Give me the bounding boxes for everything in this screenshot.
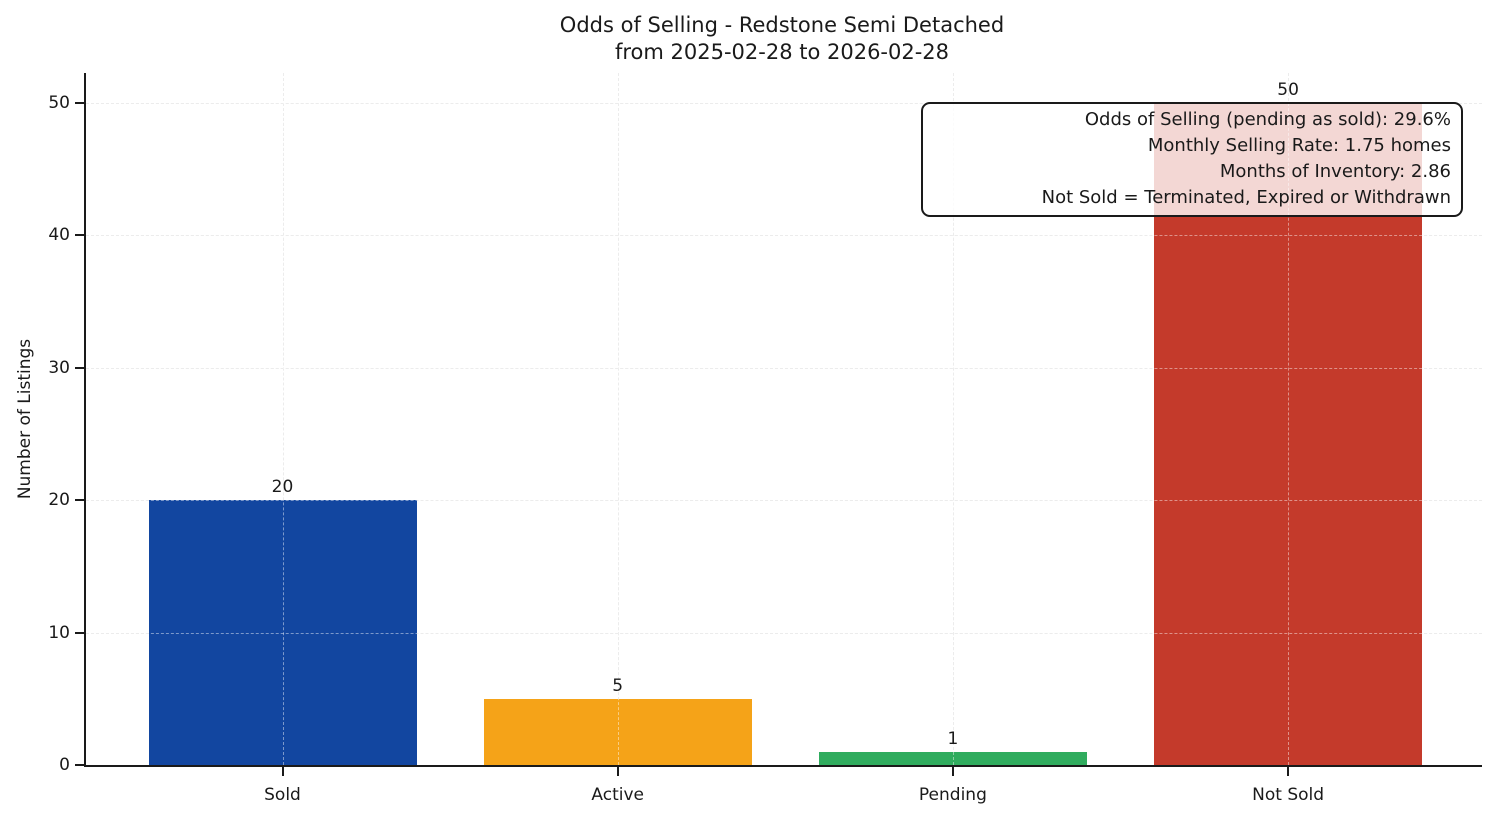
bar-value-label-active: 5 xyxy=(612,675,624,696)
annotation-line-3: Months of Inventory: 2.86 xyxy=(1219,161,1451,182)
x-tick-mark-not-sold xyxy=(1287,767,1290,776)
y-tick-label-10: 10 xyxy=(48,622,70,643)
y-tick-label-0: 0 xyxy=(59,755,70,775)
bar-value-label-not-sold: 50 xyxy=(1277,80,1299,101)
x-tick-mark-pending xyxy=(951,767,954,776)
x-tick-label-sold: Sold xyxy=(264,785,301,805)
plot-area: 0 10 20 30 40 50 20 Sold 5 Active 1 Pending 50 Not So… xyxy=(48,73,1482,805)
bar-value-label-pending: 1 xyxy=(947,728,959,749)
x-tick-mark-active xyxy=(616,767,619,776)
y-tick-label-40: 40 xyxy=(48,225,70,246)
y-tick-label-20: 20 xyxy=(48,490,70,511)
y-tick-mark-40 xyxy=(75,234,84,237)
y-tick-label-30: 30 xyxy=(48,357,70,378)
y-tick-mark-50 xyxy=(75,102,84,105)
y-tick-mark-20 xyxy=(75,499,84,502)
y-tick-mark-30 xyxy=(75,366,84,369)
x-tick-label-pending: Pending xyxy=(918,785,987,805)
y-tick-mark-0 xyxy=(75,764,84,766)
x-tick-label-active: Active xyxy=(591,785,644,805)
annotation-line-2: Monthly Selling Rate: 1.75 homes xyxy=(1147,135,1451,156)
axis-ticks-and-labels: 0 10 20 30 40 50 20 Sold 5 Active 1 Pending 50 Not So… xyxy=(48,73,1482,805)
annotation-line-4: Not Sold = Terminated, Expired or Withdr… xyxy=(1041,187,1451,208)
bar-value-label-sold: 20 xyxy=(271,477,294,498)
chart-title-line1: Odds of Selling - Redstone Semi Detached xyxy=(559,13,1005,37)
annotation-line-1: Odds of Selling (pending as sold): 29.6% xyxy=(1084,109,1451,130)
chart-title: Odds of Selling - Redstone Semi Detached… xyxy=(84,12,1480,66)
y-tick-mark-10 xyxy=(75,631,84,634)
chart-title-line2: from 2025-02-28 to 2026-02-28 xyxy=(614,40,950,64)
y-tick-label-50: 50 xyxy=(48,93,70,114)
x-tick-mark-sold xyxy=(281,767,284,776)
x-tick-label-not-sold: Not Sold xyxy=(1252,785,1325,805)
annotation-box: Odds of Selling (pending as sold): 29.6%… xyxy=(921,102,1463,217)
